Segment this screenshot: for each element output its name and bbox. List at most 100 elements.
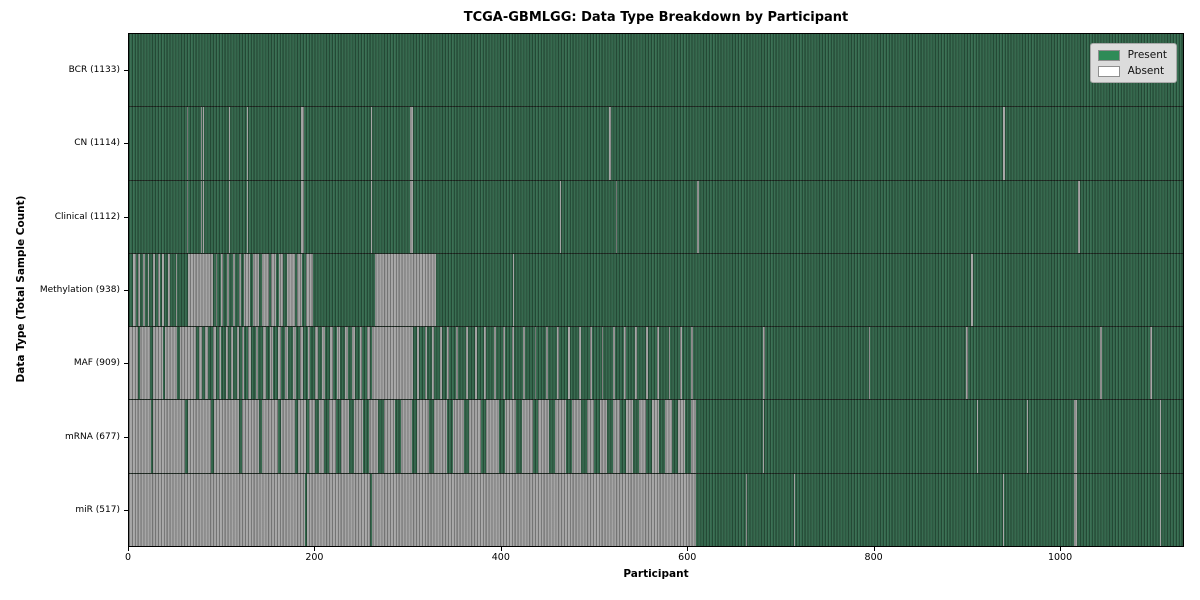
absent-segment xyxy=(383,400,396,473)
absent-segment xyxy=(512,327,515,400)
absent-segment xyxy=(297,253,303,327)
absent-segment xyxy=(371,327,413,400)
absent-segment xyxy=(212,327,216,400)
absent-segment xyxy=(612,327,615,400)
absent-segment xyxy=(157,253,160,327)
absent-segment xyxy=(367,327,370,400)
y-tick-mark xyxy=(124,290,128,291)
absent-segment xyxy=(262,400,278,473)
absent-segment xyxy=(370,180,372,253)
x-tick-mark xyxy=(687,547,689,551)
absent-segment xyxy=(638,400,647,473)
absent-segment xyxy=(315,327,318,400)
legend-entry-present: Present xyxy=(1097,49,1167,61)
absent-segment xyxy=(186,180,188,253)
x-axis-label: Participant xyxy=(623,568,689,580)
absent-segment xyxy=(502,327,505,400)
absent-segment xyxy=(233,253,236,327)
absent-segment xyxy=(1074,400,1077,473)
absent-segment xyxy=(292,327,296,400)
y-tick-mark xyxy=(124,510,128,512)
absent-segment xyxy=(236,327,239,400)
absent-segment xyxy=(187,400,211,473)
absent-segment xyxy=(555,400,567,473)
absent-segment xyxy=(278,253,284,327)
absent-segment xyxy=(609,107,611,180)
absent-segment xyxy=(697,180,700,253)
absent-segment xyxy=(664,400,673,473)
absent-segment xyxy=(371,473,696,546)
absent-segment xyxy=(1100,327,1103,400)
absent-segment xyxy=(277,327,281,400)
absent-segment xyxy=(400,400,412,473)
absent-segment xyxy=(1150,327,1153,400)
absent-segment xyxy=(456,327,459,400)
absent-segment xyxy=(465,327,468,400)
absent-segment xyxy=(162,253,165,327)
absent-segment xyxy=(1159,473,1161,546)
rows-container xyxy=(129,34,1183,546)
absent-segment xyxy=(409,107,413,180)
absent-segment xyxy=(513,253,515,327)
absent-segment xyxy=(690,327,693,400)
absent-segment xyxy=(534,327,537,400)
absent-segment xyxy=(238,253,241,327)
x-tick-label: 1000 xyxy=(1047,552,1073,563)
absent-segment xyxy=(244,253,250,327)
absent-segment xyxy=(247,107,249,180)
absent-segment xyxy=(337,327,341,400)
absent-segment xyxy=(484,327,487,400)
y-tick-label-cn: CN (1114) xyxy=(74,138,120,149)
absent-segment xyxy=(205,327,209,400)
absent-segment xyxy=(354,400,364,473)
absent-segment xyxy=(521,400,533,473)
absent-segment xyxy=(262,253,269,327)
absent-segment xyxy=(469,400,481,473)
y-tick-mark xyxy=(124,363,128,365)
legend: Present Absent xyxy=(1089,43,1177,83)
absent-segment xyxy=(344,327,348,400)
absent-segment xyxy=(409,180,413,253)
chart-title: TCGA-GBMLGG: Data Type Breakdown by Part… xyxy=(463,10,849,25)
legend-label: Present xyxy=(1127,49,1167,61)
absent-segment xyxy=(231,327,234,400)
absent-segment xyxy=(690,400,697,473)
absent-segment xyxy=(504,400,516,473)
y-tick-mark xyxy=(124,69,128,71)
absent-segment xyxy=(601,327,604,400)
absent-segment xyxy=(309,400,316,473)
absent-segment xyxy=(175,253,178,327)
absent-segment xyxy=(568,327,570,400)
absent-segment xyxy=(252,253,260,327)
y-tick-mark xyxy=(124,436,128,438)
absent-segment xyxy=(452,400,464,473)
absent-segment xyxy=(322,327,326,400)
absent-segment xyxy=(168,253,170,327)
absent-segment xyxy=(447,327,449,400)
absent-segment xyxy=(1003,107,1006,180)
data-row-methylation xyxy=(129,253,1183,328)
absent-segment xyxy=(247,180,249,253)
absent-segment xyxy=(679,327,682,400)
absent-segment xyxy=(165,327,178,400)
x-tick-mark xyxy=(314,547,316,551)
absent-segment xyxy=(966,327,969,400)
absent-segment xyxy=(305,253,314,327)
x-tick-mark xyxy=(128,547,129,551)
absent-segment xyxy=(635,327,637,400)
absent-segment xyxy=(586,400,595,473)
absent-segment xyxy=(590,327,593,400)
absent-segment xyxy=(763,400,765,473)
absent-segment xyxy=(359,327,363,400)
absent-segment xyxy=(1159,400,1161,473)
absent-segment xyxy=(625,400,634,473)
absent-segment xyxy=(523,327,526,400)
absent-segment xyxy=(977,400,979,473)
absent-segment xyxy=(219,327,222,400)
absent-segment xyxy=(329,400,336,473)
absent-segment xyxy=(147,253,150,327)
absent-segment xyxy=(970,253,973,327)
x-tick-mark xyxy=(873,547,875,551)
absent-segment xyxy=(203,180,205,253)
